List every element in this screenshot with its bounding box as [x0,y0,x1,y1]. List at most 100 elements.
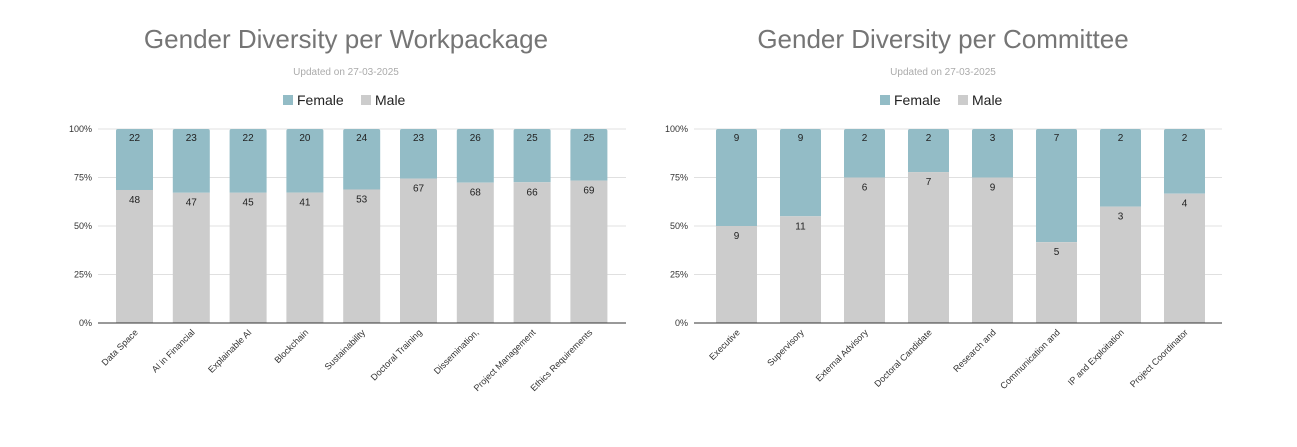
x-tick-label: Research and [951,327,998,374]
bar-male [172,192,210,323]
y-tick-label: 0% [675,318,688,328]
bar-female [972,129,1013,178]
bar-male [456,182,494,323]
bar-female [908,129,949,173]
y-tick-label: 0% [79,318,92,328]
chart-subtitle: Updated on 27-03-2025 [890,67,996,78]
x-tick-label: Data Space [100,327,140,367]
legend-swatch-male [958,95,968,105]
chart-2: Gender Diversity per Committee Updated on… [665,24,1222,391]
bar-male [1100,206,1141,323]
data-label-female: 23 [413,133,425,144]
bar-female [172,129,210,193]
bar-male [716,226,757,323]
bar-female [456,129,494,183]
legend-swatch-female [283,95,293,105]
legend: Female Male [880,92,1003,108]
bar-female [716,129,757,226]
bar-female [570,129,608,181]
data-label-male: 48 [129,195,141,206]
y-tick-label: 50% [670,221,688,231]
legend-label-male: Male [375,92,406,108]
data-label-female: 22 [243,133,255,144]
x-tick-label: Doctoral Candidate [872,327,934,389]
x-tick-label: Sustainability [323,327,368,372]
data-label-male: 67 [413,184,425,195]
data-label-male: 9 [734,231,740,242]
data-label-female: 24 [356,133,368,144]
bar-male [972,177,1013,323]
legend-swatch-male [361,95,371,105]
data-label-female: 7 [1054,133,1060,144]
x-tick-label: Explainable AI [206,327,253,374]
data-label-male: 4 [1182,199,1188,210]
chart-title: Gender Diversity per Committee [757,24,1128,54]
y-tick-label: 100% [665,124,688,134]
x-tick-label: AI in Financial [150,327,197,374]
y-tick-label: 75% [74,173,92,183]
data-label-male: 9 [990,183,996,194]
bar-male [229,192,267,323]
data-label-female: 25 [527,133,539,144]
data-label-male: 47 [186,198,198,209]
data-label-male: 41 [299,198,311,209]
bar-male [844,177,885,323]
chart-1: Gender Diversity per Workpackage Updated … [69,24,626,393]
data-label-female: 3 [990,133,996,144]
bar-male [570,180,608,323]
x-tick-label: Executive [707,327,742,362]
bar-female [1036,129,1077,243]
data-label-female: 9 [798,133,804,144]
bar-male [116,189,153,323]
bar-male [286,192,324,323]
bar-male [400,178,437,323]
legend-swatch-female [880,95,890,105]
bar-male [1164,193,1205,323]
y-tick-label: 100% [69,124,92,134]
x-tick-label: Dissemination, [432,327,481,376]
data-label-male: 69 [583,186,595,197]
data-label-female: 2 [926,133,932,144]
data-label-female: 2 [1118,133,1124,144]
x-tick-label: IP and Exploitation [1066,327,1126,387]
data-label-female: 2 [862,133,868,144]
bar-female [1164,129,1205,194]
bar-male [343,189,381,323]
chart-subtitle: Updated on 27-03-2025 [293,67,399,78]
data-label-male: 7 [926,177,932,188]
bar-female [1100,129,1141,207]
data-label-female: 26 [470,133,482,144]
x-tick-label: External Advisory [814,327,871,384]
x-tick-label: Project Management [472,327,538,393]
legend-label-male: Male [972,92,1003,108]
x-tick-label: Blockchain [272,327,310,365]
bar-female [116,129,153,190]
x-tick-label: Ethics Requirements [529,327,595,393]
bar-male [513,182,551,323]
bar-male [908,172,949,323]
data-label-male: 45 [243,198,255,209]
bar-female [513,129,551,183]
x-tick-label: Supervisory [765,327,806,368]
x-tick-label: Communication and [998,327,1062,391]
y-tick-label: 25% [670,270,688,280]
data-label-male: 6 [862,183,868,194]
bar-female [343,129,381,190]
bar-male [1036,242,1077,323]
legend-label-female: Female [297,92,344,108]
data-label-female: 25 [583,133,595,144]
data-label-male: 53 [356,194,368,205]
y-tick-label: 75% [670,173,688,183]
chart-title: Gender Diversity per Workpackage [144,24,548,54]
y-tick-label: 25% [74,270,92,280]
data-label-female: 2 [1182,133,1188,144]
bar-female [286,129,324,193]
data-label-male: 66 [527,187,539,198]
legend: Female Male [283,92,406,108]
bar-male [780,216,821,323]
legend-label-female: Female [894,92,941,108]
data-label-female: 9 [734,133,740,144]
data-label-female: 20 [299,133,311,144]
data-label-female: 23 [186,133,198,144]
